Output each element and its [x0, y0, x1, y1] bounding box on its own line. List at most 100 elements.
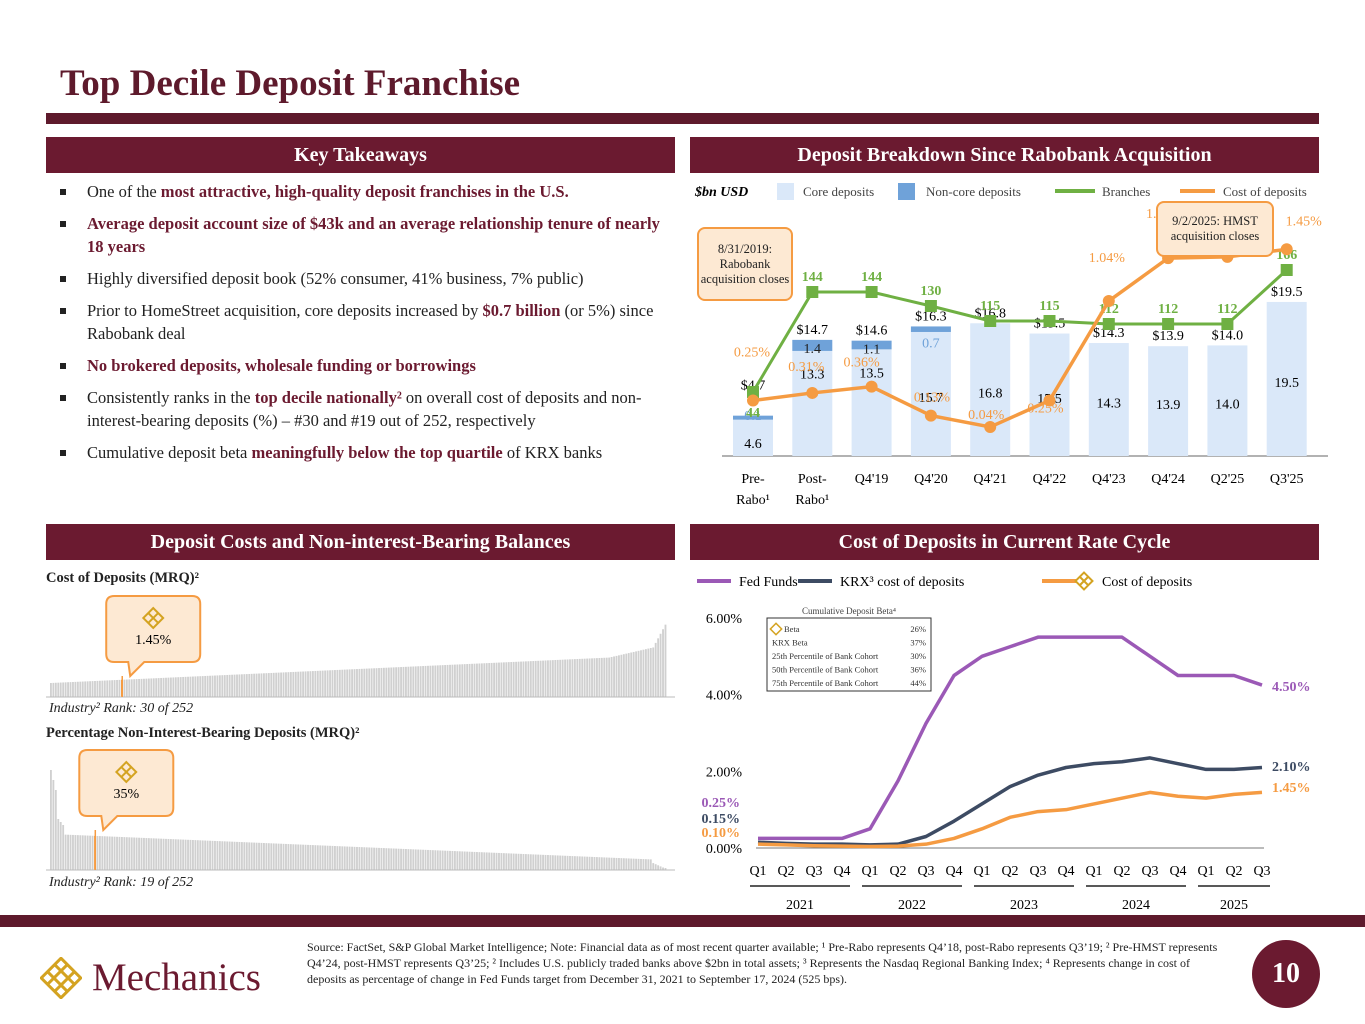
- peer-bank-bar: [578, 856, 581, 870]
- peer-bank-bar: [608, 857, 611, 870]
- peer-bank-bar: [458, 851, 461, 870]
- cost-value-label: 0.13%: [914, 391, 951, 406]
- peer-bank-bar: [125, 837, 128, 870]
- peer-bank-bar: [182, 839, 185, 870]
- callout-value: 35%: [113, 787, 139, 802]
- peer-bank-bar: [402, 666, 405, 697]
- nib-rank-label: Industry² Rank: 19 of 252: [49, 875, 194, 890]
- peer-bank-bar: [434, 850, 437, 870]
- peer-bank-bar: [297, 844, 300, 870]
- peer-bank-bar: [512, 853, 515, 870]
- peer-bank-bar: [520, 853, 522, 870]
- mechanics-logo-icon: [40, 956, 82, 999]
- peer-bank-bar: [270, 843, 273, 870]
- peer-bank-bar: [67, 834, 69, 870]
- peer-bank-bar: [559, 659, 562, 697]
- peer-bank-bar: [647, 859, 650, 870]
- peer-bank-bar: [662, 867, 664, 870]
- peer-bank-bar: [490, 852, 493, 870]
- peer-bank-bar: [576, 659, 579, 697]
- peer-bank-bar: [294, 844, 297, 870]
- peer-bank-bar: [478, 852, 481, 870]
- peer-bank-bar: [113, 680, 116, 697]
- peer-bank-bar: [160, 677, 163, 697]
- peer-bank-bar: [360, 847, 363, 870]
- peer-bank-bar: [603, 857, 606, 870]
- peer-bank-bar: [116, 836, 118, 870]
- peer-bank-bar: [267, 673, 270, 697]
- core-deposit-bar: [1148, 346, 1189, 456]
- branches-value-label: 115: [1039, 299, 1059, 314]
- peer-bank-bar: [324, 670, 327, 697]
- peer-bank-bar: [130, 837, 133, 870]
- peer-bank-bar: [292, 671, 295, 697]
- peer-bank-bar: [196, 676, 199, 697]
- peer-bank-bar: [260, 842, 263, 870]
- cost-marker: [865, 380, 878, 393]
- peer-bank-bar: [615, 655, 618, 697]
- peer-bank-bar: [419, 849, 422, 870]
- series-start-label: 0.25%: [702, 796, 741, 811]
- core-deposit-bar: [1266, 301, 1307, 456]
- peer-bank-bar: [128, 679, 131, 697]
- total-value-label: $19.5: [1271, 285, 1303, 300]
- legend-core-label: Core deposits: [803, 184, 874, 199]
- peer-bank-bar: [157, 838, 160, 870]
- peer-bank-bar: [414, 849, 417, 870]
- peer-bank-bar: [67, 682, 69, 697]
- peer-bank-bar: [101, 836, 104, 870]
- x-tick-label: Q1: [861, 864, 878, 879]
- core-value-label: 13.9: [1156, 398, 1181, 413]
- peer-bank-bar: [387, 848, 390, 870]
- peer-bank-bar: [128, 837, 131, 870]
- noncore-value-label: 1.4: [804, 342, 822, 357]
- peer-bank-bar: [201, 676, 204, 697]
- y-tick-label: 0.00%: [706, 842, 743, 857]
- peer-bank-bar: [152, 678, 155, 697]
- peer-bank-bar: [69, 682, 72, 697]
- peer-bank-bar: [245, 674, 248, 697]
- peer-bank-bar: [431, 850, 434, 870]
- peer-bank-bar: [236, 841, 238, 870]
- peer-bank-bar: [640, 650, 642, 697]
- peer-bank-bar: [187, 676, 189, 697]
- total-value-label: $13.9: [1152, 329, 1184, 344]
- branches-value-label: 130: [920, 284, 941, 299]
- cost-value-label: 1.45%: [1286, 214, 1323, 229]
- peer-bank-bar: [407, 666, 410, 697]
- takeaway-text: on overall cost of deposits and non-inte…: [87, 388, 642, 430]
- peer-bank-bar: [309, 671, 312, 697]
- peer-bank-bar: [240, 674, 243, 697]
- peer-bank-bar: [622, 858, 625, 870]
- peer-bank-bar: [498, 662, 500, 697]
- peer-bank-bar: [221, 675, 224, 697]
- rate-cycle-chart: Fed Funds KRX³ cost of deposits Cost of de…: [697, 571, 1311, 913]
- peer-bank-bar: [488, 852, 491, 870]
- peer-bank-bar: [346, 669, 349, 697]
- beta-row-label: 75th Percentile of Bank Cohort: [772, 678, 879, 688]
- peer-bank-bar: [441, 850, 444, 870]
- peer-bank-bar: [135, 679, 138, 697]
- callout-bubble: [78, 749, 175, 833]
- peer-bank-bar: [253, 842, 256, 870]
- x-tick-label: Q2'25: [1211, 472, 1245, 487]
- peer-bank-bar: [657, 638, 660, 697]
- peer-bank-bar: [214, 840, 216, 870]
- peer-bank-bar: [111, 680, 114, 697]
- peer-bank-bar: [424, 849, 427, 870]
- peer-bank-bar: [581, 856, 584, 870]
- panel-header-breakdown: Deposit Breakdown Since Rabobank Acquisi…: [690, 137, 1319, 173]
- peer-bank-bar: [444, 850, 447, 870]
- peer-bank-bar: [385, 848, 388, 870]
- year-label: 2023: [1010, 898, 1038, 913]
- total-value-label: $14.7: [797, 323, 829, 338]
- peer-bank-bar: [155, 678, 158, 697]
- callout-bubble: [105, 595, 202, 679]
- peer-bank-bar: [302, 671, 305, 697]
- peer-bank-bar: [348, 846, 351, 870]
- peer-bank-bar: [373, 668, 376, 697]
- peer-bank-bar: [414, 666, 417, 697]
- peer-bank-bar: [289, 672, 292, 697]
- takeaway-text: of KRX banks: [502, 443, 603, 462]
- peer-bank-bar: [316, 670, 319, 697]
